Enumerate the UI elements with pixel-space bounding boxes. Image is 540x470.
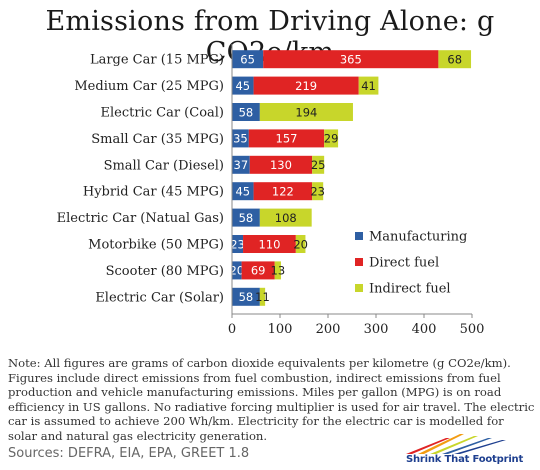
- bar-segment-direct-fuel: [248, 129, 325, 148]
- bar-segment-manufacturing: [232, 235, 244, 253]
- x-tick-label: 0: [228, 322, 236, 337]
- category-label: Electric Car (Natual Gas): [57, 211, 224, 226]
- data-label: 29: [324, 132, 339, 146]
- x-tick-label: 100: [268, 322, 293, 337]
- bar-segment-indirect-fuel: [259, 208, 312, 227]
- bar-segment-manufacturing: [232, 50, 264, 69]
- data-label: 122: [272, 185, 294, 199]
- category-label: Large Car (15 MPG): [90, 53, 224, 68]
- data-label: 65: [240, 53, 255, 67]
- bar-segment-direct-fuel: [263, 50, 439, 69]
- bar-segment-indirect-fuel: [259, 287, 266, 306]
- category-label: Electric Car (Coal): [101, 106, 225, 121]
- category-label: Small Car (Diesel): [104, 158, 224, 173]
- bar-segment-manufacturing: [232, 129, 249, 148]
- legend-swatch: [355, 284, 363, 292]
- data-label: 13: [271, 264, 286, 278]
- data-label: 219: [295, 79, 317, 93]
- bar-segment-indirect-fuel: [438, 50, 472, 69]
- data-label: 45: [235, 185, 250, 199]
- x-tick-label: 300: [364, 322, 389, 337]
- bar-segment-manufacturing: [232, 208, 260, 227]
- bar-segment-indirect-fuel: [295, 235, 306, 253]
- data-label: 25: [311, 158, 326, 172]
- legend-swatch: [355, 258, 363, 266]
- legend-swatch: [355, 232, 363, 240]
- bar-segment-direct-fuel: [243, 235, 296, 253]
- bar-segment-direct-fuel: [253, 76, 359, 95]
- logo-text: Shrink That Footprint: [406, 454, 524, 465]
- bar-segment-indirect-fuel: [312, 182, 324, 201]
- data-label: 157: [276, 132, 298, 146]
- data-label: 108: [275, 211, 297, 225]
- data-label: 23: [230, 237, 245, 251]
- data-label: 130: [270, 158, 292, 172]
- data-label: 69: [251, 264, 266, 278]
- legend-label: Direct fuel: [369, 256, 439, 271]
- bar-segment-direct-fuel: [253, 182, 313, 201]
- x-tick-label: 400: [412, 322, 437, 337]
- legend-label: Indirect fuel: [369, 282, 451, 297]
- category-label: Hybrid Car (45 MPG): [83, 185, 224, 200]
- sources-line: Sources: DEFRA, EIA, EPA, GREET 1.8: [8, 446, 250, 461]
- data-label: 58: [239, 211, 254, 225]
- bar-segment-direct-fuel: [241, 261, 275, 280]
- bar-segment-indirect-fuel: [259, 103, 353, 121]
- bar-segment-indirect-fuel: [274, 261, 281, 280]
- data-label: 41: [361, 79, 376, 93]
- bar-segment-manufacturing: [232, 155, 250, 174]
- shrink-that-footprint-logo: Shrink That Footprint: [400, 434, 536, 468]
- x-tick-label: 200: [316, 322, 341, 337]
- data-label: 37: [234, 158, 249, 172]
- x-tick-label: 500: [460, 322, 485, 337]
- data-label: 20: [229, 264, 244, 278]
- bar-segment-indirect-fuel: [358, 76, 379, 95]
- bar-segment-manufacturing: [232, 103, 260, 121]
- data-label: 110: [258, 237, 280, 251]
- data-label: 20: [293, 237, 308, 251]
- data-label: 35: [233, 132, 248, 146]
- data-label: 11: [255, 290, 270, 304]
- data-label: 68: [447, 53, 462, 67]
- data-label: 194: [295, 105, 317, 119]
- bar-segment-direct-fuel: [249, 155, 313, 174]
- data-label: 365: [340, 53, 362, 67]
- category-label: Medium Car (25 MPG): [74, 79, 224, 94]
- category-label: Scooter (80 MPG): [106, 264, 224, 279]
- category-label: Motorbike (50 MPG): [88, 238, 224, 253]
- bar-segment-indirect-fuel: [324, 129, 339, 148]
- data-label: 58: [239, 290, 254, 304]
- logo-graphic-icon: [406, 434, 506, 454]
- data-label: 45: [235, 79, 250, 93]
- data-label: 23: [310, 185, 325, 199]
- stacked-bar-chart: Large Car (15 MPG) 65 365 68 Medium Car (25 …: [57, 44, 485, 337]
- bar-segment-manufacturing: [232, 182, 254, 201]
- category-label: Electric Car (Solar): [95, 290, 224, 305]
- bar-segment-manufacturing: [232, 76, 254, 95]
- bar-segment-manufacturing: [232, 287, 260, 306]
- bar-segment-manufacturing: [232, 261, 242, 280]
- data-label: 58: [239, 105, 254, 119]
- bar-segment-indirect-fuel: [312, 155, 325, 174]
- legend-label: Manufacturing: [369, 230, 467, 245]
- chart-note: Note: All figures are grams of carbon di…: [8, 356, 535, 443]
- category-label: Small Car (35 MPG): [91, 132, 224, 147]
